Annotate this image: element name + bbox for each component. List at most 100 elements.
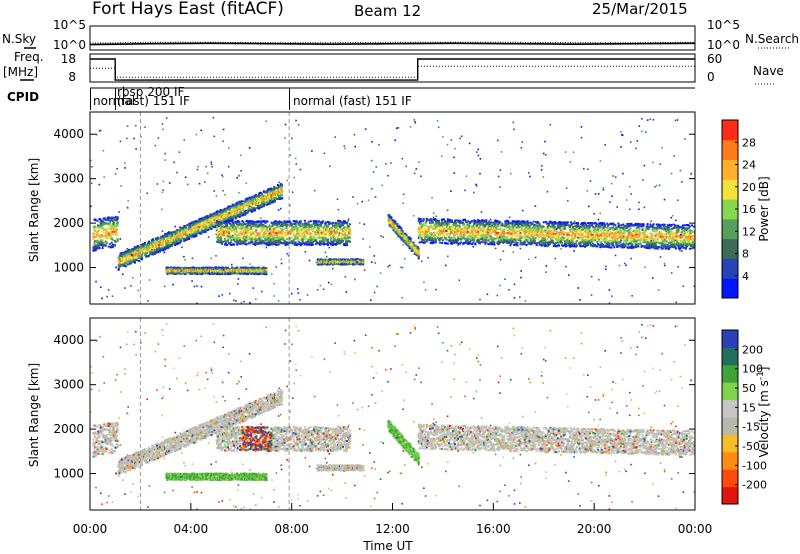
power-cell: [223, 214, 226, 217]
power-cell: [292, 232, 295, 235]
power-cell: [195, 223, 198, 226]
power-cell: [250, 229, 253, 232]
power-cell: [228, 216, 231, 219]
power-cell: [229, 210, 232, 213]
power-cell: [295, 230, 298, 233]
power-cell: [240, 272, 243, 275]
power-cell: [114, 230, 117, 233]
power-cell: [228, 232, 231, 235]
power-cell: [111, 233, 114, 236]
power-cell: [227, 237, 230, 240]
power-cell: [338, 224, 340, 227]
power-cell: [204, 217, 207, 220]
power-cell: [335, 226, 337, 229]
power-cell: [247, 273, 250, 275]
power-cell: [336, 235, 338, 238]
power-cell: [130, 256, 133, 259]
power-cell: [347, 229, 350, 232]
power-cell: [346, 228, 349, 230]
power-cell: [410, 244, 413, 247]
power-cell: [224, 222, 227, 225]
power-cell: [318, 229, 321, 232]
power-cell: [256, 197, 259, 200]
power-cell: [235, 229, 238, 232]
power-cell: [343, 226, 346, 229]
power-cell: [252, 224, 255, 227]
power-cell: [168, 234, 171, 237]
nsearch-label: N.Search: [745, 32, 799, 46]
power-cell: [137, 257, 140, 259]
power-cell: [238, 214, 241, 216]
power-cell: [301, 235, 304, 237]
power-cell: [96, 242, 99, 245]
power-cell: [349, 227, 352, 230]
power-cell: [264, 222, 267, 225]
power-cell: [132, 259, 135, 262]
power-cell: [189, 226, 192, 229]
power-cell: [308, 229, 311, 231]
power-cell: [321, 237, 324, 240]
power-cell: [266, 220, 269, 223]
power-cell: [108, 243, 111, 245]
power-cell: [98, 237, 101, 239]
power-cell: [303, 228, 306, 231]
power-cell: [277, 194, 279, 197]
power-cell: [230, 215, 233, 218]
power-cell: [253, 242, 256, 245]
power-cell: [229, 227, 232, 230]
power-cell: [203, 270, 206, 272]
power-cell: [179, 271, 182, 274]
power-cell: [277, 184, 279, 186]
power-cell: [238, 232, 241, 235]
power-cell: [228, 213, 231, 216]
power-cell: [340, 235, 343, 238]
power-cell: [337, 260, 339, 263]
power-cell: [159, 250, 162, 253]
power-cell: [272, 241, 275, 243]
power-cell: [117, 256, 120, 259]
power-cell: [283, 240, 286, 242]
power-cell: [259, 267, 262, 270]
power-cell: [325, 224, 328, 227]
power-cell: [176, 231, 179, 234]
power-cell: [193, 235, 196, 238]
power-cell: [103, 229, 106, 231]
power-cell: [342, 233, 345, 236]
power-cell: [111, 230, 114, 233]
power-cell: [300, 243, 303, 246]
power-cell: [241, 242, 244, 245]
power-cell: [189, 224, 192, 227]
power-cell: [194, 230, 197, 232]
power-cell: [241, 232, 244, 235]
power-cell: [95, 240, 98, 243]
power-cell: [220, 221, 223, 224]
power-cell: [100, 240, 103, 243]
power-cell: [235, 221, 238, 224]
power-cell: [299, 231, 302, 234]
power-cell: [272, 194, 274, 197]
power-cell: [143, 247, 146, 250]
power-cell: [272, 231, 275, 234]
power-cell: [405, 234, 408, 237]
power-cell: [116, 234, 119, 237]
power-cell: [345, 237, 348, 240]
power-cell: [227, 215, 230, 218]
power-cell: [268, 224, 271, 227]
power-cell: [317, 242, 320, 244]
power-cell: [119, 252, 122, 255]
power-cell: [329, 222, 331, 225]
power-cell: [232, 229, 235, 232]
power-cell: [250, 226, 253, 229]
power-cell: [228, 242, 231, 245]
power-cell: [246, 225, 249, 228]
power-cell: [273, 189, 275, 192]
power-cell: [172, 272, 175, 275]
power-cell: [346, 234, 349, 236]
power-cell: [107, 245, 110, 248]
power-cell: [180, 240, 183, 243]
power-cell: [238, 237, 241, 239]
power-cell: [233, 225, 236, 228]
power-cell: [331, 236, 333, 239]
power-cell: [179, 267, 182, 269]
power-cell: [303, 219, 306, 222]
